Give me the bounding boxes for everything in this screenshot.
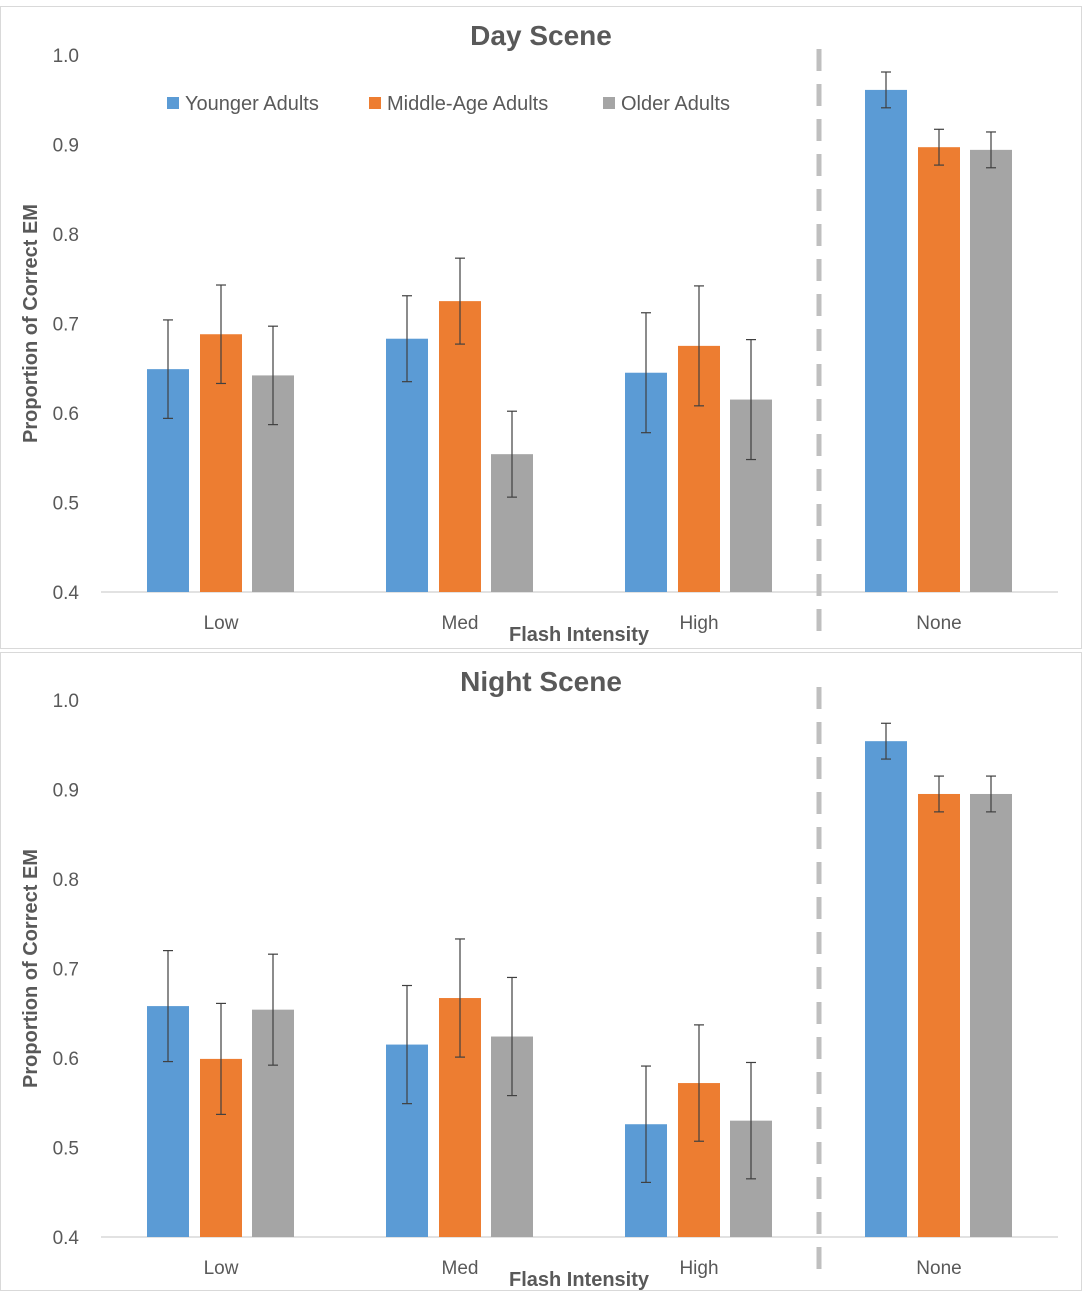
bar-older-adults-none bbox=[970, 793, 1012, 1237]
x-category-label: High bbox=[679, 1258, 718, 1279]
x-category-label: Low bbox=[204, 613, 239, 634]
x-category-label: None bbox=[916, 1258, 961, 1279]
y-tick-label: 0.6 bbox=[53, 1049, 79, 1070]
x-axis-title: Flash Intensity bbox=[509, 1269, 650, 1290]
y-tick-label: 0.8 bbox=[53, 225, 79, 246]
x-category-label: None bbox=[916, 613, 961, 634]
legend-label: Younger Adults bbox=[185, 93, 319, 115]
legend-swatch bbox=[167, 97, 179, 109]
y-tick-label: 1.0 bbox=[53, 691, 79, 712]
y-tick-label: 0.7 bbox=[53, 315, 79, 336]
bar-middle-age-adults-none bbox=[918, 147, 960, 592]
bar-older-adults-none bbox=[970, 149, 1012, 592]
day-scene-chart: Day Scene 0.4 0.5 0.6 0.7 0.8 0.9 1.0 Proportion… bbox=[20, 20, 1058, 646]
y-axis-title: Proportion of Correct EM bbox=[20, 849, 42, 1088]
y-tick-label: 1.0 bbox=[53, 46, 79, 67]
x-category-label: Low bbox=[204, 1258, 239, 1279]
y-tick-label: 0.5 bbox=[53, 494, 79, 515]
x-axis-title: Flash Intensity bbox=[509, 624, 650, 646]
y-tick-label: 0.9 bbox=[53, 781, 79, 802]
bar-younger-adults-none bbox=[865, 741, 907, 1237]
y-tick-label: 0.5 bbox=[53, 1139, 79, 1160]
legend-label: Middle-Age Adults bbox=[387, 93, 548, 115]
y-tick-label: 0.8 bbox=[53, 870, 79, 891]
legend-label: Older Adults bbox=[621, 93, 730, 115]
x-category-label: Med bbox=[442, 613, 479, 634]
x-category-label: Med bbox=[442, 1258, 479, 1279]
bar-younger-adults-none bbox=[865, 89, 907, 592]
bar-middle-age-adults-med bbox=[439, 301, 481, 592]
night-scene-chart: Night Scene 0.4 0.5 0.6 0.7 0.8 0.9 1.0 Proporti… bbox=[20, 666, 1058, 1290]
y-tick-label: 0.7 bbox=[53, 960, 79, 981]
bar-middle-age-adults-none bbox=[918, 793, 960, 1237]
y-tick-label: 0.6 bbox=[53, 404, 79, 425]
x-category-label: High bbox=[679, 613, 718, 634]
chart-title: Day Scene bbox=[470, 20, 612, 51]
legend-swatch bbox=[369, 97, 381, 109]
day-scene-chart-panel: Day Scene 0.4 0.5 0.6 0.7 0.8 0.9 1.0 Proportion… bbox=[0, 6, 1082, 649]
y-tick-label: 0.9 bbox=[53, 136, 79, 157]
legend-swatch bbox=[603, 97, 615, 109]
y-tick-label: 0.4 bbox=[53, 583, 80, 604]
y-axis-title: Proportion of Correct EM bbox=[20, 204, 42, 443]
night-scene-chart-panel: Night Scene 0.4 0.5 0.6 0.7 0.8 0.9 1.0 Proporti… bbox=[0, 652, 1082, 1291]
y-tick-label: 0.4 bbox=[53, 1228, 80, 1249]
chart-title: Night Scene bbox=[460, 666, 622, 697]
